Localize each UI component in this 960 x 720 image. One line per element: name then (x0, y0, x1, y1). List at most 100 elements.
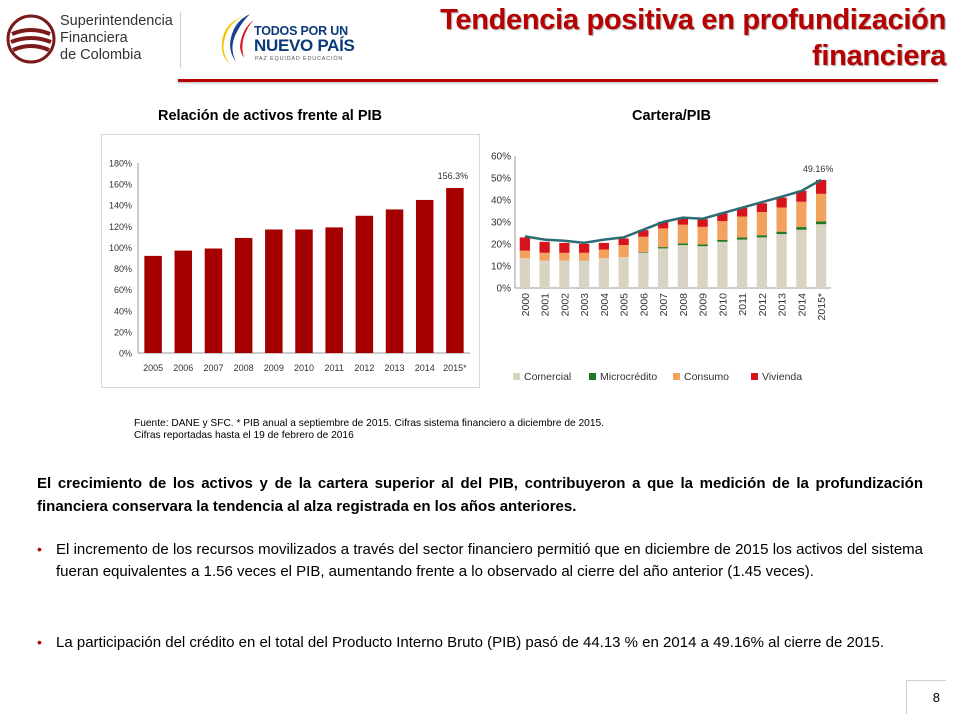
bar-segment-microcrédito (677, 243, 689, 246)
legend-label: Vivienda (762, 371, 802, 383)
bar-segment-microcrédito (815, 221, 827, 225)
bar-segment-consumo (539, 252, 550, 261)
bar-segment-consumo (638, 236, 649, 253)
assets-chart-title: Relación de activos frente al PIB (158, 108, 383, 124)
bar-segment-vivienda (657, 221, 669, 229)
logo-divider (180, 12, 181, 68)
bar-segment-consumo (677, 224, 689, 244)
sfc-logo-line-1: Superintendencia (60, 13, 173, 29)
x-tick-label: 2006 (638, 293, 650, 317)
bar-segment-comercial (776, 234, 787, 288)
x-tick-label: 2015* (443, 363, 467, 373)
x-tick-label: 2000 (520, 293, 532, 317)
total-line (524, 178, 822, 245)
y-tick-label: 40% (491, 196, 511, 207)
bar-2012 (355, 215, 374, 353)
bar-segment-comercial (618, 257, 629, 288)
legend-label: Comercial (524, 371, 571, 383)
bar-segment-comercial (736, 239, 748, 288)
portfolio-chart-title: Cartera/PIB (632, 108, 711, 124)
bar-segment-vivienda (677, 218, 689, 225)
bar-segment-vivienda (736, 207, 748, 217)
y-tick-label: 20% (491, 240, 511, 251)
gov-logo: TODOS POR UN NUEVO PAÍS PAZ EQUIDAD EDUC… (214, 10, 355, 68)
gov-logo-line-1: TODOS POR UN (254, 24, 348, 38)
x-tick-label: 2004 (599, 293, 611, 317)
title-underline (178, 79, 938, 82)
bar-2010 (295, 229, 313, 353)
bar-segment-consumo (756, 212, 768, 236)
bar-segment-vivienda (618, 238, 629, 246)
bullet-icon: • (37, 541, 42, 557)
y-tick-label: 0% (497, 284, 512, 295)
x-tick-label: 2007 (203, 363, 223, 373)
bar-segment-consumo (598, 249, 610, 259)
page-title-line-2: financiera (812, 40, 946, 72)
data-label: 49.16% (803, 164, 834, 174)
y-tick-label: 120% (109, 222, 132, 232)
bar-segment-microcrédito (657, 247, 669, 249)
bar-segment-vivienda (559, 242, 570, 253)
bar-segment-comercial (677, 245, 689, 288)
page-title: Tendencia positiva en profundización fin… (346, 2, 946, 74)
bar-segment-vivienda (519, 237, 531, 251)
bar-segment-consumo (717, 221, 728, 240)
x-tick-label: 2011 (325, 363, 344, 373)
bullet-item-assets: • El incremento de los recursos moviliza… (37, 539, 923, 582)
bar-segment-vivienda (796, 190, 807, 202)
bar-segment-consumo (578, 252, 590, 261)
x-tick-label: 2005 (143, 363, 163, 373)
legend-swatch-comercial (513, 373, 520, 380)
bar-segment-vivienda (578, 244, 590, 253)
x-tick-label: 2010 (294, 363, 314, 373)
bar-segment-comercial (697, 246, 708, 288)
bar-segment-consumo (657, 228, 669, 248)
sfc-logo-text: Superintendencia Financiera de Colombia (60, 13, 173, 64)
bar-segment-consumo (776, 207, 787, 232)
bar-2006 (174, 250, 193, 353)
legend-label: Consumo (684, 371, 729, 383)
x-tick-label: 2011 (737, 293, 749, 316)
bar-segment-comercial (519, 258, 531, 288)
bar-2009 (265, 229, 283, 353)
source-note: Fuente: DANE y SFC. * PIB anual a septie… (134, 418, 604, 441)
bar-segment-consumo (519, 250, 531, 259)
sfc-logo: Superintendencia Financiera de Colombia (6, 8, 186, 68)
bar-2008 (234, 237, 253, 353)
y-tick-label: 0% (119, 349, 132, 359)
gov-logo-line-2: NUEVO PAÍS (254, 36, 355, 55)
y-tick-label: 10% (491, 262, 511, 273)
bar-2011 (325, 227, 343, 353)
x-tick-label: 2013 (385, 363, 405, 373)
y-tick-label: 50% (491, 174, 511, 185)
bar-segment-vivienda (717, 213, 728, 222)
x-tick-label: 2003 (579, 293, 591, 317)
bar-segment-consumo (559, 252, 570, 261)
bar-segment-microcrédito (736, 237, 748, 240)
legend-swatch-vivienda (751, 373, 758, 380)
assets-gdp-chart: 0% 20% 40% 60% 80% 100% 120% 140% 160% 180% 2005 20… (101, 134, 480, 388)
x-tick-label: 2005 (619, 293, 631, 317)
bullet-text: El incremento de los recursos movilizado… (56, 541, 923, 580)
bar-segment-consumo (736, 216, 748, 238)
bar-segment-consumo (796, 201, 807, 228)
bar-segment-microcrédito (697, 244, 708, 247)
x-tick-label: 2009 (264, 363, 284, 373)
x-tick-label: 2013 (777, 293, 789, 317)
bar-segment-comercial (638, 252, 649, 288)
y-tick-label: 20% (114, 327, 132, 337)
bar-segment-comercial (559, 260, 570, 288)
gov-swoosh-icon (221, 14, 254, 64)
sfc-emblem-icon (6, 14, 56, 64)
page-title-line-1: Tendencia positiva en profundización (440, 4, 946, 36)
bar-2007 (204, 248, 223, 353)
assets-gdp-chart-svg: 0% 20% 40% 60% 80% 100% 120% 140% 160% 180% 2005 20… (109, 159, 470, 373)
x-tick-label: 2012 (354, 363, 374, 373)
x-tick-label: 2008 (234, 363, 254, 373)
bar-segment-consumo (815, 193, 827, 222)
bar-segment-microcrédito (796, 227, 807, 230)
bar-segment-comercial (657, 248, 669, 288)
x-tick-label: 2014 (415, 363, 435, 373)
sfc-logo-line-2: Financiera (60, 30, 128, 46)
legend-label: Microcrédito (600, 371, 657, 383)
